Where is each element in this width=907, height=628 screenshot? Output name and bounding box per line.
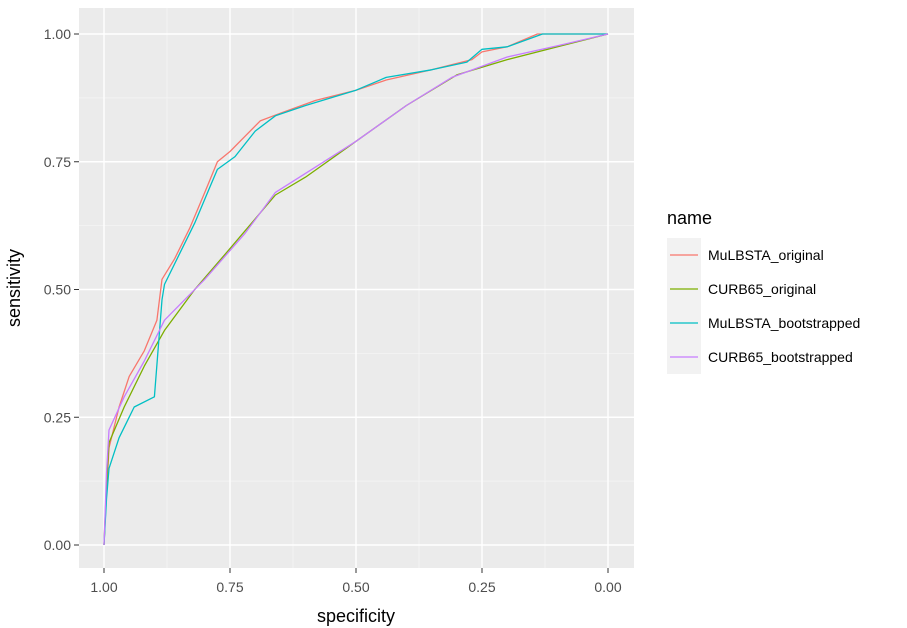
- x-tick-label: 0.75: [216, 579, 243, 595]
- y-tick-label: 0.25: [44, 409, 71, 425]
- x-tick-label: 0.50: [342, 579, 369, 595]
- y-tick-label: 0.75: [44, 154, 71, 170]
- x-tick-label: 0.00: [594, 579, 621, 595]
- major-gridlines: [79, 8, 634, 568]
- y-axis-ticks: 0.00 0.25 0.50 0.75 1.00: [44, 26, 79, 553]
- y-axis-title: sensitivity: [4, 249, 24, 327]
- series-line-MuLBSTA_bootstrapped: [103, 33, 608, 546]
- legend-label: MuLBSTA_original: [708, 247, 824, 263]
- legend-label: CURB65_bootstrapped: [708, 349, 853, 365]
- series-lines: [103, 33, 609, 546]
- x-axis-title: specificity: [317, 606, 395, 626]
- x-axis-ticks: 1.00 0.75 0.50 0.25 0.00: [90, 568, 622, 595]
- legend-label: MuLBSTA_bootstrapped: [708, 315, 860, 331]
- series-line-CURB65_original: [103, 33, 609, 546]
- legend: name MuLBSTA_original CURB65_original MuLB…: [667, 208, 860, 374]
- x-tick-label: 0.25: [468, 579, 495, 595]
- series-line-CURB65_bootstrapped: [103, 33, 609, 546]
- legend-label: CURB65_original: [708, 281, 816, 297]
- y-tick-label: 1.00: [44, 26, 71, 42]
- x-tick-label: 1.00: [90, 579, 117, 595]
- series-line-MuLBSTA_original: [103, 33, 608, 546]
- y-tick-label: 0.50: [44, 282, 71, 298]
- y-tick-label: 0.00: [44, 537, 71, 553]
- legend-title: name: [667, 208, 712, 228]
